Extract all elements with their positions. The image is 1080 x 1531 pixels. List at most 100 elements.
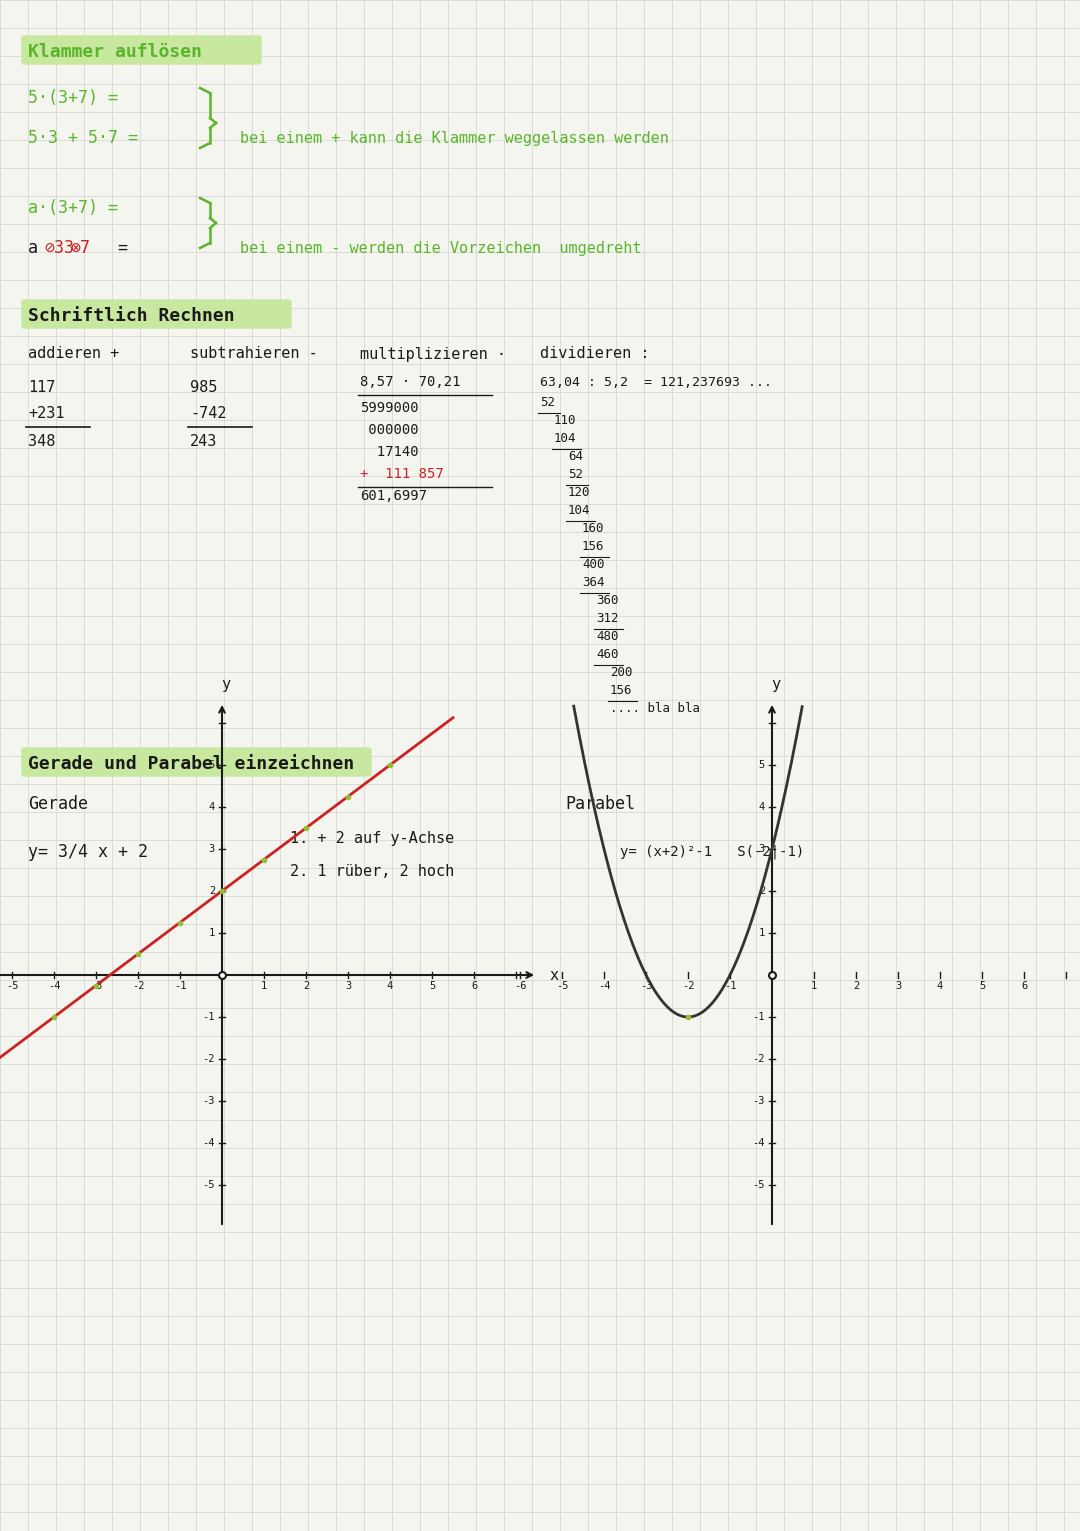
Text: -3: -3 [90, 981, 103, 991]
Text: 2: 2 [853, 981, 859, 991]
Text: -5: -5 [556, 981, 568, 991]
Text: =: = [87, 239, 129, 257]
Text: 52: 52 [568, 467, 583, 481]
Text: subtrahieren -: subtrahieren - [190, 346, 318, 361]
Text: -3: -3 [639, 981, 652, 991]
Text: 160: 160 [582, 522, 605, 534]
Text: 2: 2 [302, 981, 309, 991]
Text: 64: 64 [568, 450, 583, 462]
Text: y= 3/4 x + 2: y= 3/4 x + 2 [28, 844, 148, 860]
Text: 1. + 2 auf y-Achse: 1. + 2 auf y-Achse [291, 830, 455, 845]
Text: +231: +231 [28, 407, 65, 421]
Text: -1: -1 [174, 981, 186, 991]
Text: -1: -1 [753, 1012, 765, 1023]
Text: 63,04 : 5,2  = 121,237693 ...: 63,04 : 5,2 = 121,237693 ... [540, 375, 772, 389]
Text: dividieren :: dividieren : [540, 346, 649, 361]
Text: Gerade und Parabel einzeichnen: Gerade und Parabel einzeichnen [28, 755, 354, 773]
Text: 460: 460 [596, 648, 619, 660]
Text: -3: -3 [203, 1096, 215, 1105]
Text: Klammer auflösen: Klammer auflösen [28, 43, 202, 61]
Text: 3: 3 [208, 844, 215, 854]
FancyBboxPatch shape [22, 300, 291, 328]
Text: -5: -5 [203, 1180, 215, 1190]
Text: 1: 1 [208, 928, 215, 939]
Text: 000000: 000000 [360, 423, 419, 436]
Text: 156: 156 [582, 539, 605, 553]
Text: 17140: 17140 [360, 446, 419, 459]
Text: -2: -2 [132, 981, 145, 991]
Text: ⊘33: ⊘33 [44, 239, 75, 257]
Text: -1: -1 [724, 981, 737, 991]
Text: 4: 4 [759, 802, 765, 811]
Text: Parabel: Parabel [565, 795, 635, 813]
Text: 5: 5 [978, 981, 985, 991]
Text: Gerade: Gerade [28, 795, 87, 813]
Text: bei einem + kann die Klammer weggelassen werden: bei einem + kann die Klammer weggelassen… [240, 130, 669, 145]
Text: a·(3+7) =: a·(3+7) = [28, 199, 118, 217]
Text: -5: -5 [753, 1180, 765, 1190]
Text: 200: 200 [610, 666, 633, 678]
Text: -6: -6 [514, 981, 526, 991]
Text: x: x [550, 968, 558, 983]
Text: 243: 243 [190, 435, 217, 450]
Text: -1: -1 [203, 1012, 215, 1023]
Text: -4: -4 [597, 981, 610, 991]
Text: -4: -4 [203, 1138, 215, 1148]
Text: -4: -4 [48, 981, 60, 991]
Text: -5: -5 [5, 981, 18, 991]
Text: Schriftlich Rechnen: Schriftlich Rechnen [28, 308, 234, 325]
Text: 5: 5 [429, 981, 435, 991]
Text: 6: 6 [471, 981, 477, 991]
Text: 312: 312 [596, 611, 619, 625]
Text: 2: 2 [759, 886, 765, 896]
Text: 400: 400 [582, 557, 605, 571]
Text: 3: 3 [895, 981, 901, 991]
Text: 364: 364 [582, 576, 605, 588]
Text: .... bla bla: .... bla bla [610, 701, 700, 715]
Text: +  111 857: + 111 857 [360, 467, 444, 481]
Text: 52: 52 [540, 395, 555, 409]
Text: 4: 4 [936, 981, 943, 991]
Text: 5999000: 5999000 [360, 401, 419, 415]
Text: 985: 985 [190, 381, 217, 395]
Text: 104: 104 [554, 432, 577, 444]
Text: 5·3 + 5·7 =: 5·3 + 5·7 = [28, 129, 138, 147]
Text: 2. 1 rüber, 2 hoch: 2. 1 rüber, 2 hoch [291, 865, 455, 879]
Text: 8,57 · 70,21: 8,57 · 70,21 [360, 375, 460, 389]
Text: 480: 480 [596, 629, 619, 643]
Text: -3: -3 [753, 1096, 765, 1105]
Text: 4: 4 [387, 981, 393, 991]
Text: multiplizieren ·: multiplizieren · [360, 346, 507, 361]
Text: 4: 4 [208, 802, 215, 811]
Text: 5: 5 [208, 759, 215, 770]
Text: 5: 5 [759, 759, 765, 770]
Text: 117: 117 [28, 381, 55, 395]
Text: 3: 3 [759, 844, 765, 854]
Text: 1: 1 [261, 981, 267, 991]
Text: y: y [771, 677, 781, 692]
Text: -742: -742 [190, 407, 227, 421]
Text: 120: 120 [568, 485, 591, 499]
Text: -2: -2 [681, 981, 694, 991]
FancyBboxPatch shape [22, 749, 372, 776]
Text: 3: 3 [345, 981, 351, 991]
Text: 2: 2 [208, 886, 215, 896]
Text: 360: 360 [596, 594, 619, 606]
Text: -2: -2 [753, 1053, 765, 1064]
Text: 110: 110 [554, 413, 577, 427]
Text: -2: -2 [203, 1053, 215, 1064]
Text: y= (x+2)²-1   S(-2|-1): y= (x+2)²-1 S(-2|-1) [620, 845, 805, 859]
Text: addieren +: addieren + [28, 346, 119, 361]
Text: 601,6997: 601,6997 [360, 488, 427, 504]
Text: 156: 156 [610, 683, 633, 697]
Text: 1: 1 [811, 981, 818, 991]
FancyBboxPatch shape [22, 37, 261, 64]
Text: 5·(3+7) =: 5·(3+7) = [28, 89, 118, 107]
Text: 6: 6 [1021, 981, 1027, 991]
Text: bei einem - werden die Vorzeichen  umgedreht: bei einem - werden die Vorzeichen umgedr… [240, 240, 642, 256]
Text: 104: 104 [568, 504, 591, 516]
Text: 1: 1 [759, 928, 765, 939]
Text: -4: -4 [753, 1138, 765, 1148]
Text: y: y [221, 677, 230, 692]
Text: ⊗7: ⊗7 [70, 239, 90, 257]
